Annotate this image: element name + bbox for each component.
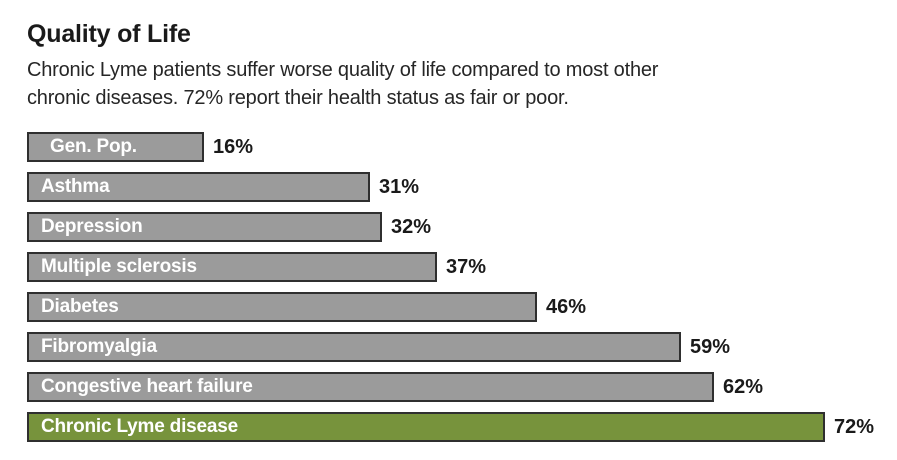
bar: Asthma xyxy=(27,172,370,202)
bar-row: Multiple sclerosis 37% xyxy=(27,252,897,282)
bar-label: Multiple sclerosis xyxy=(41,256,197,277)
bar-label: Congestive heart failure xyxy=(41,376,253,397)
bar-value-label: 72% xyxy=(834,415,875,438)
bar-row: Depression 32% xyxy=(27,212,897,242)
bar-label: Chronic Lyme disease xyxy=(41,416,238,437)
chart-title: Quality of Life xyxy=(27,20,191,48)
bar: Congestive heart failure xyxy=(27,372,714,402)
bar: Multiple sclerosis xyxy=(27,252,437,282)
bar: Depression xyxy=(27,212,382,242)
bar-row: Asthma 31% xyxy=(27,172,897,202)
bar-rows: Gen. Pop. 16% Asthma 31% Depression 32% … xyxy=(27,132,897,442)
bar-label: Gen. Pop. xyxy=(50,136,137,157)
bar-label: Depression xyxy=(41,216,143,237)
chart-subtitle-line-1: Chronic Lyme patients suffer worse quali… xyxy=(27,59,659,81)
bar-value-label: 59% xyxy=(690,335,731,358)
chart-subtitle: Chronic Lyme patients suffer worse quali… xyxy=(27,56,897,112)
bar: Gen. Pop. xyxy=(27,132,204,162)
bar-label: Fibromyalgia xyxy=(41,336,157,357)
bar-label: Diabetes xyxy=(41,296,119,317)
bar: Chronic Lyme disease xyxy=(27,412,825,442)
bar-row: Fibromyalgia 59% xyxy=(27,332,897,362)
chart-subtitle-line-2: chronic diseases. 72% report their healt… xyxy=(27,87,569,109)
bar-value-label: 62% xyxy=(723,375,764,398)
bar-value-label: 37% xyxy=(446,255,487,278)
bar-value-label: 31% xyxy=(379,175,420,198)
bar-label: Asthma xyxy=(41,176,110,197)
bar-row: Diabetes 46% xyxy=(27,292,897,322)
bar-row: Gen. Pop. 16% xyxy=(27,132,897,162)
bar: Diabetes xyxy=(27,292,537,322)
bar-value-label: 32% xyxy=(391,215,432,238)
bar-value-label: 46% xyxy=(546,295,587,318)
bar-value-label: 16% xyxy=(213,135,254,158)
bar-row: Chronic Lyme disease 72% xyxy=(27,412,897,442)
bar: Fibromyalgia xyxy=(27,332,681,362)
bar-row: Congestive heart failure 62% xyxy=(27,372,897,402)
